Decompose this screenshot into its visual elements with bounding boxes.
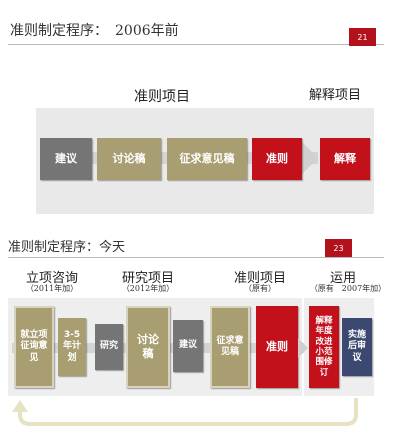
slide2-step-zhengqiu-text: 征求意见稿 — [216, 335, 244, 357]
slide2-title-rule — [8, 257, 384, 258]
group-lixiang-label: 立项咨询 — [25, 271, 78, 286]
slide1-step-jieshi: 解释 — [320, 138, 370, 180]
slide2-step-jiuli: 就立项征询意见 — [14, 306, 54, 388]
group-yunyong-sub: （原有 2007年加） — [309, 284, 387, 293]
group-lixiang-sub: （2011年加） — [25, 284, 79, 293]
slide1-step-zhunze: 准则 — [252, 138, 302, 180]
slide2-step-jihua-text: 3-5年计划 — [63, 330, 82, 363]
slide2-page-number: 23 — [325, 239, 352, 257]
slide1-step-jianyi: 建议 — [40, 138, 92, 180]
slide2-step-jianyi: 建议 — [173, 320, 203, 372]
slide2-arrow-tip — [298, 338, 308, 358]
slide1-step-zhengqiu: 征求意见稿 — [167, 138, 247, 180]
group-yanjiu-label: 研究项目 — [121, 271, 174, 286]
slide1-label-interpret: 解释项目 — [309, 88, 362, 103]
slide1-title-rule — [8, 44, 384, 45]
slide2-step-jiuli-text: 就立项征询意见 — [20, 330, 48, 363]
slide2-step-shishi-text: 实施后审议 — [347, 330, 366, 363]
slide2-step-jihua: 3-5年计划 — [58, 318, 86, 376]
slide1-step-taolungao: 讨论稿 — [97, 138, 161, 180]
slide2-step-shishi: 实施后审议 — [342, 318, 372, 376]
slide1-arrow-tip — [302, 142, 318, 174]
slide2-step-yanjiu: 研究 — [95, 324, 123, 370]
slide2-step-jieshi-niandu-text: 解释年度改进小范围修订 — [315, 315, 333, 378]
group-zhunze-sub: （原有） — [244, 284, 276, 293]
slide2-title: 准则制定程序：今天 — [8, 240, 126, 255]
slide1-label-project: 准则项目 — [134, 89, 190, 105]
slide2-step-zhengqiu: 征求意见稿 — [210, 306, 250, 388]
group-yanjiu-sub: （2012年加） — [121, 284, 175, 293]
slide2-step-jieshi-niandu: 解释年度改进小范围修订 — [309, 306, 339, 388]
slide2-step-taolungao-text: 讨论稿 — [137, 333, 159, 360]
slide2-step-taolungao: 讨论稿 — [126, 306, 170, 388]
slide2-step-zhunze: 准则 — [256, 306, 298, 388]
slide1-title: 准则制定程序： 2006年前 — [10, 23, 179, 39]
group-zhunze-label: 准则项目 — [233, 271, 286, 286]
slide1-page-number: 21 — [349, 28, 376, 46]
group-yunyong-label: 运用 — [329, 271, 356, 286]
feedback-loop-arrow — [12, 398, 358, 426]
